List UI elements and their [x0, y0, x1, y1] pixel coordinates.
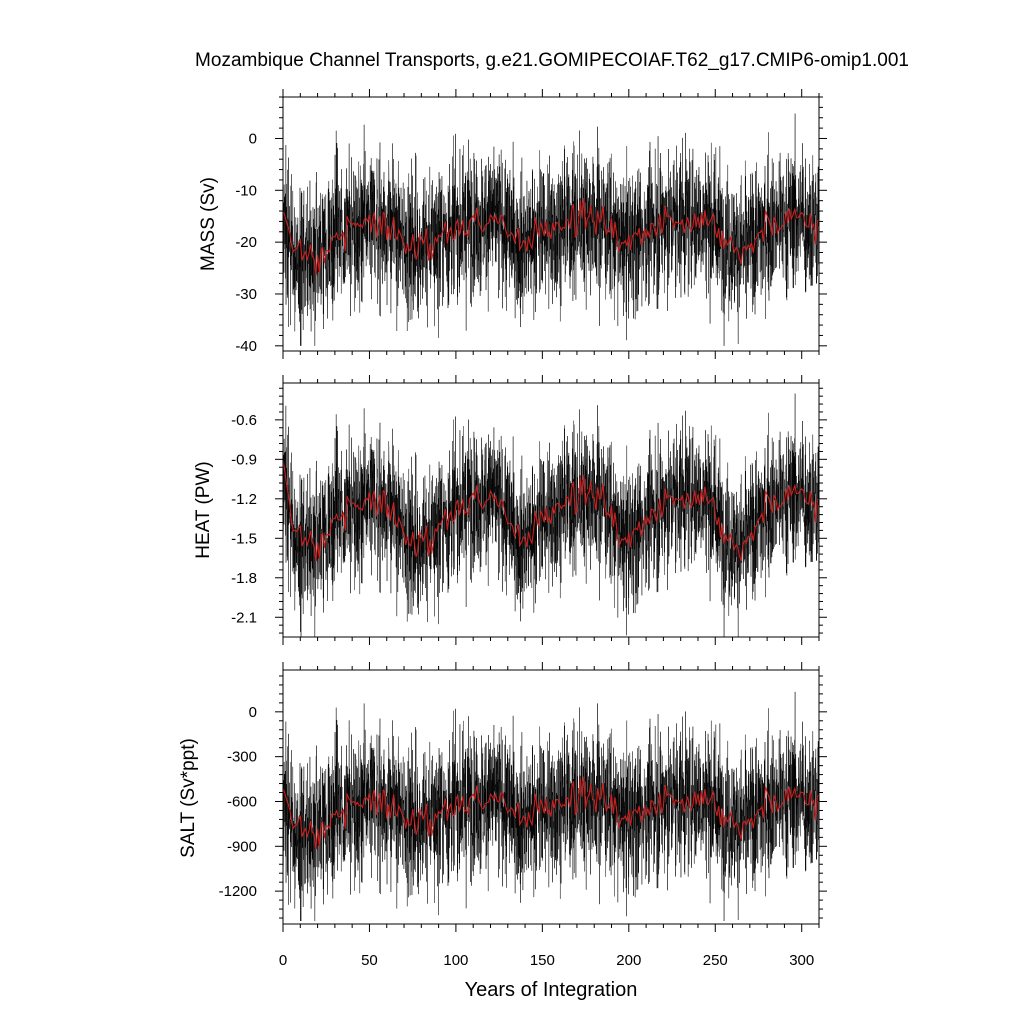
y-tick-label: -1.5	[231, 530, 257, 547]
y-tick-label: -30	[235, 286, 257, 303]
y-tick-label: -10	[235, 182, 257, 199]
x-axis-label: Years of Integration	[465, 979, 638, 1001]
x-tick-label: 250	[703, 952, 728, 969]
salt-tick-marks	[275, 662, 827, 932]
mass-annual-mean-series	[282, 197, 820, 275]
annual-mean-line	[282, 776, 820, 850]
x-tick-label: 200	[616, 952, 641, 969]
heat-annual-mean-series	[282, 460, 820, 562]
mass-monthly-series	[282, 113, 820, 346]
monthly-transport-line	[282, 113, 820, 346]
panel-salt: 0 -300 -600 -900 -1200 SALT (Sv*ppt)	[178, 662, 827, 932]
mass-y-tick-labels: 0 -10 -20 -30 -40	[235, 130, 257, 354]
panel-mass: 0 -10 -20 -30 -40 MASS (Sv)	[198, 89, 827, 359]
x-tick-label: 0	[279, 952, 287, 969]
heat-tick-marks	[275, 375, 827, 645]
monthly-transport-line	[282, 691, 820, 922]
y-tick-label: -2.1	[231, 609, 257, 626]
y-tick-label: -0.6	[231, 412, 257, 429]
y-tick-label: 0	[249, 130, 257, 147]
panel-heat: -0.6 -0.9 -1.2 -1.5 -1.8 -2.1 HEAT (PW)	[193, 375, 827, 645]
x-tick-labels: 0 50 100 150 200 250 300	[279, 952, 814, 969]
salt-y-axis-label: SALT (Sv*ppt)	[178, 738, 199, 858]
y-tick-label: -1200	[219, 883, 257, 900]
y-tick-label: -1.8	[231, 570, 257, 587]
salt-annual-mean-series	[282, 776, 820, 850]
y-tick-label: 0	[249, 704, 257, 721]
mass-plot-frame	[282, 96, 820, 352]
annual-mean-line	[282, 197, 820, 275]
salt-y-tick-labels: 0 -300 -600 -900 -1200	[219, 704, 257, 900]
y-tick-label: -0.9	[231, 451, 257, 468]
heat-monthly-series	[282, 393, 820, 638]
mass-tick-marks	[275, 89, 827, 359]
x-tick-label: 50	[361, 952, 378, 969]
mass-y-axis-label: MASS (Sv)	[198, 177, 219, 271]
x-tick-label: 100	[443, 952, 468, 969]
heat-y-tick-labels: -0.6 -0.9 -1.2 -1.5 -1.8 -2.1	[231, 412, 257, 626]
salt-plot-frame	[282, 669, 820, 925]
salt-monthly-series	[282, 691, 820, 922]
y-tick-label: -40	[235, 338, 257, 355]
y-tick-label: -900	[227, 838, 257, 855]
y-tick-label: -20	[235, 234, 257, 251]
y-tick-label: -600	[227, 793, 257, 810]
x-tick-label: 150	[530, 952, 555, 969]
heat-y-axis-label: HEAT (PW)	[193, 461, 214, 558]
y-tick-label: -1.2	[231, 491, 257, 508]
annual-mean-line	[282, 460, 820, 562]
heat-plot-frame	[282, 382, 820, 638]
chart-title: Mozambique Channel Transports, g.e21.GOM…	[195, 50, 909, 71]
monthly-transport-line	[282, 393, 820, 638]
y-tick-label: -300	[227, 749, 257, 766]
x-tick-label: 300	[789, 952, 814, 969]
